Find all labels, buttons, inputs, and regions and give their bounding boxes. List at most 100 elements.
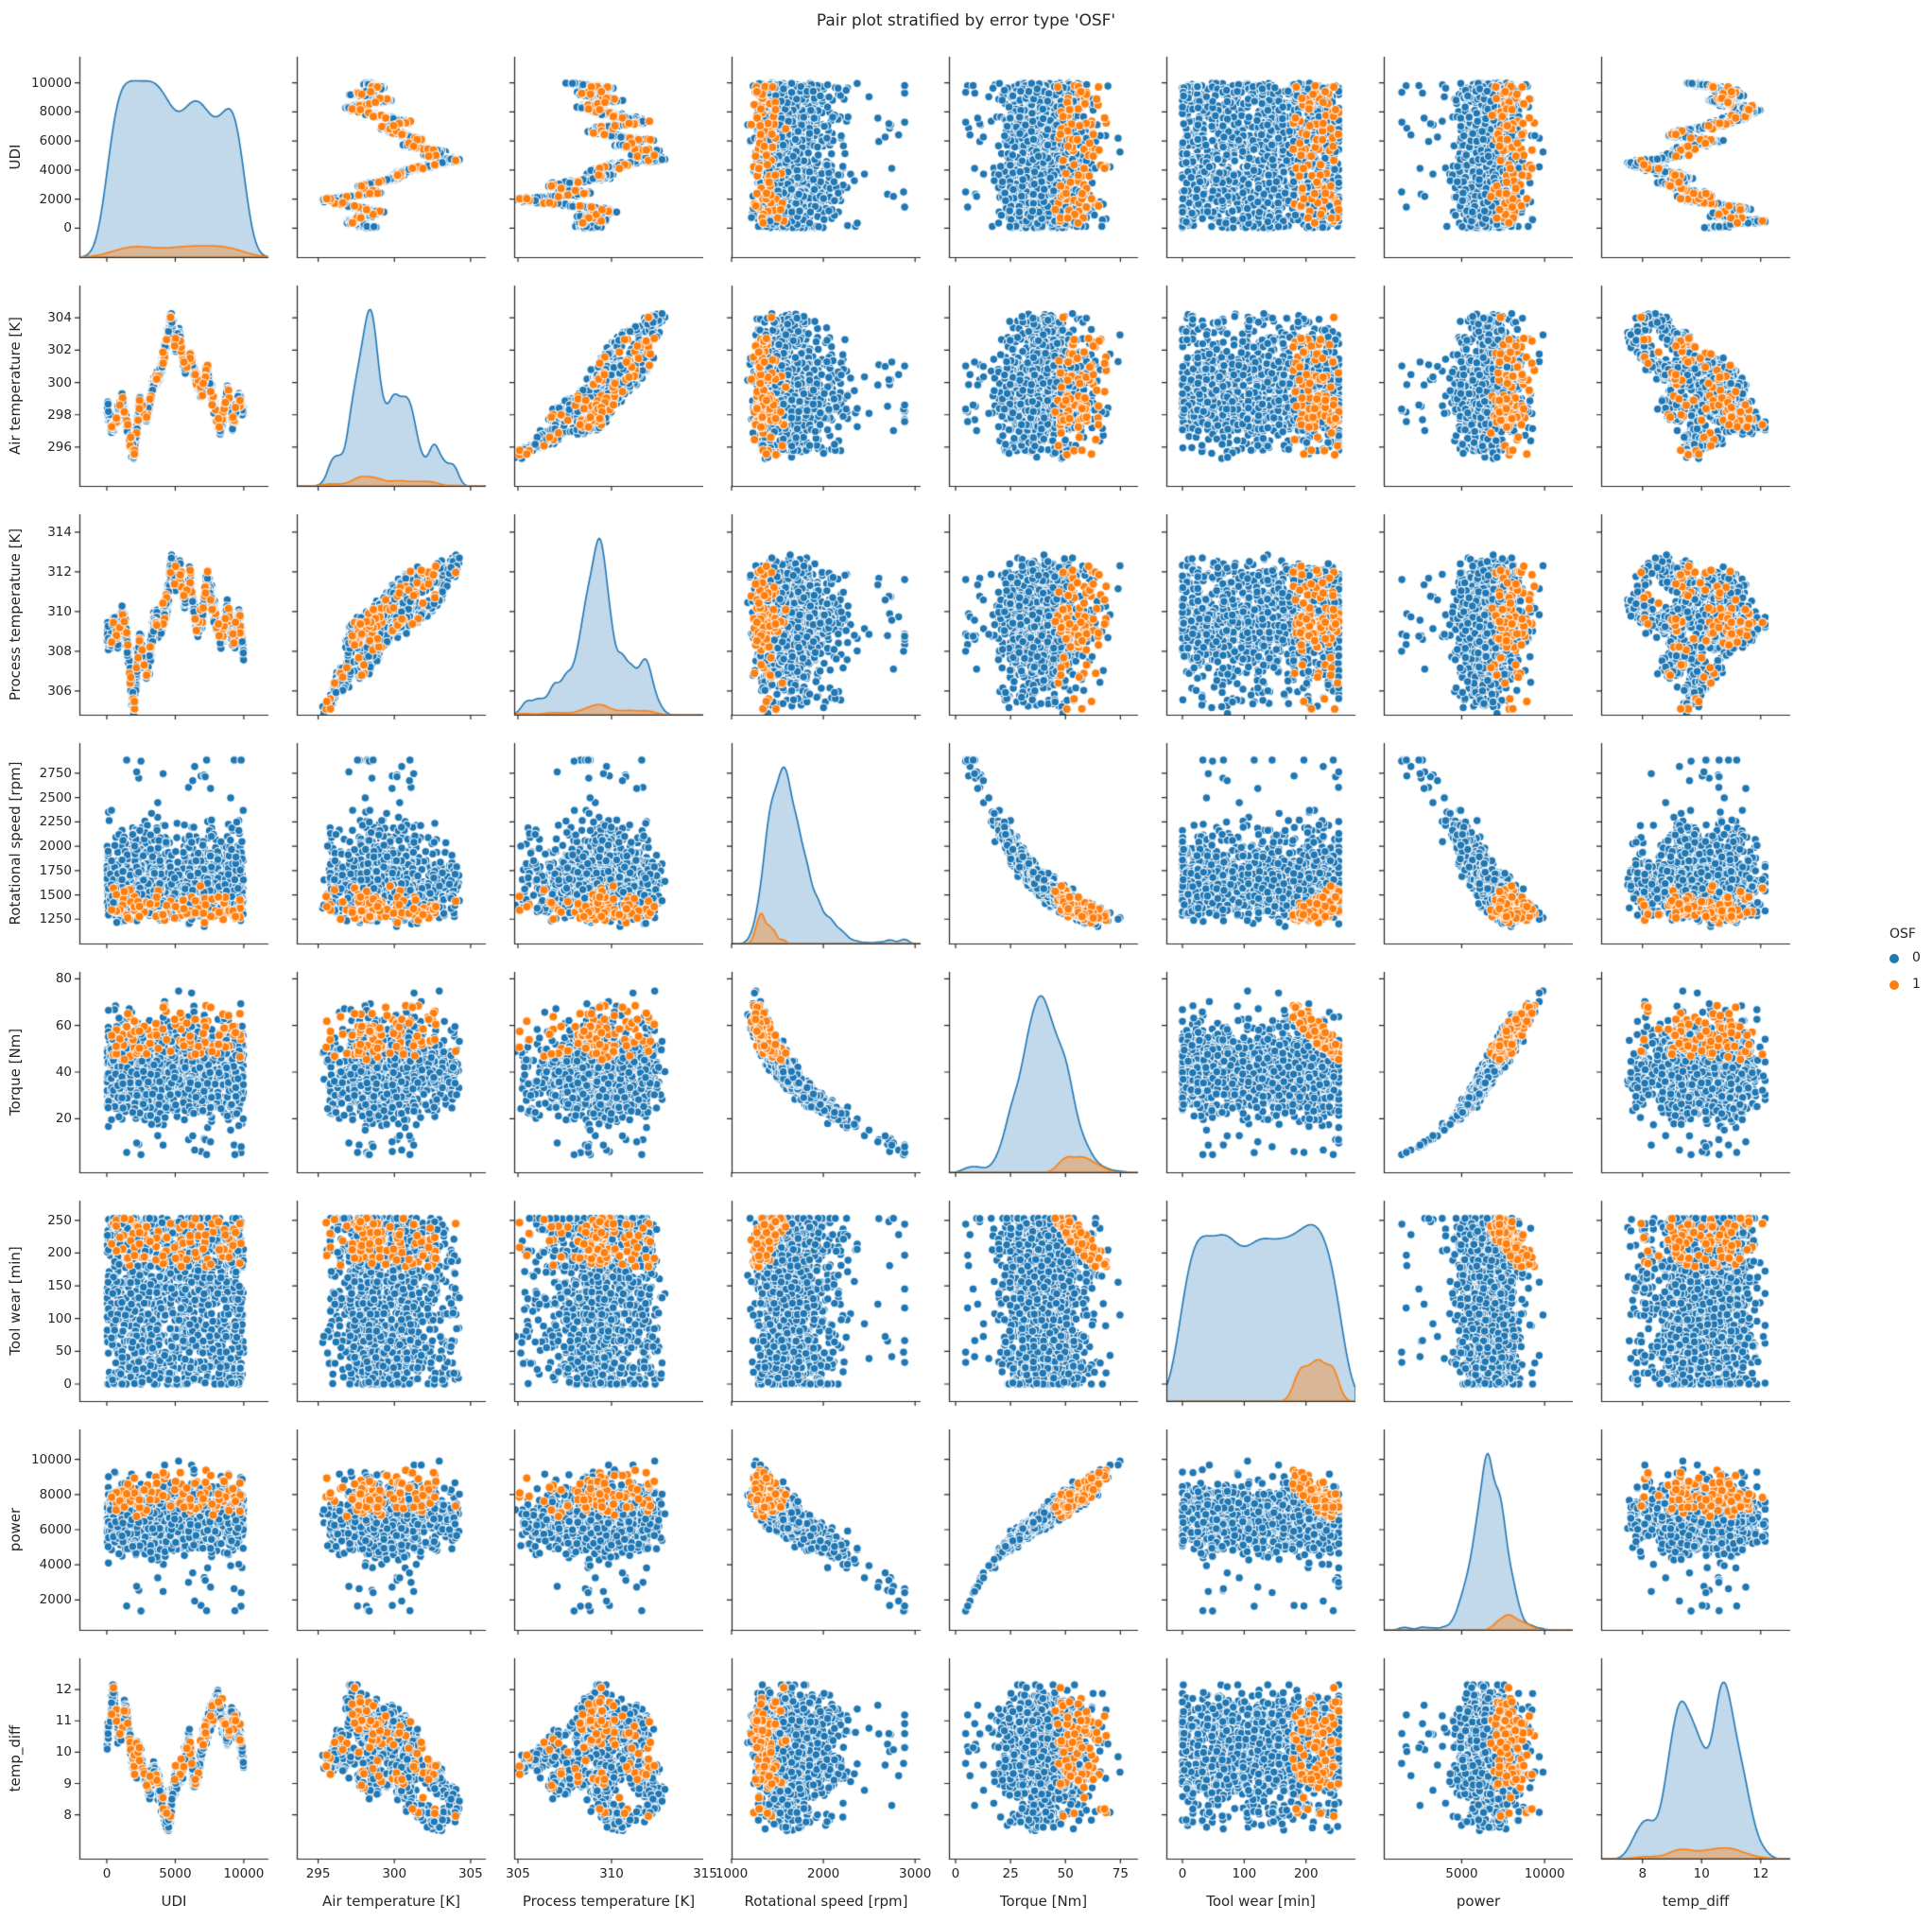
subplot-wear-vs-torque (949, 1201, 1138, 1401)
subplot-diff-vs-torque (949, 1658, 1138, 1859)
y-tick-label-wear: 150 (47, 1278, 72, 1294)
subplot-air-vs-torque (949, 286, 1138, 486)
x-axis-label-diff: temp_diff (1662, 1893, 1730, 1910)
subplot-proc-vs-speed (732, 514, 921, 715)
y-tick-label-power: 4000 (39, 1557, 72, 1573)
x-tick-label-wear: 200 (1293, 1866, 1319, 1881)
diag-kde-power (1384, 1429, 1573, 1630)
subplot-air-vs-power (1384, 286, 1573, 486)
y-tick-label-diff: 10 (55, 1744, 72, 1760)
y-tick-label-torque: 60 (55, 1017, 72, 1033)
y-tick-label-wear: 100 (47, 1310, 72, 1326)
x-tick-label-proc: 315 (693, 1866, 717, 1881)
y-tick-label-udi: 6000 (39, 133, 72, 149)
y-tick-label-torque: 80 (55, 971, 72, 987)
x-tick-label-udi: 0 (102, 1866, 112, 1881)
subplot-diff-vs-speed (732, 1658, 921, 1859)
x-axis-label-speed: Rotational speed [rpm] (744, 1893, 908, 1910)
subplot-speed-vs-proc (514, 743, 703, 944)
x-tick-label-diff: 10 (1693, 1866, 1710, 1881)
y-axis-label-air: Air temperature [K] (7, 317, 24, 455)
subplot-udi-vs-torque (949, 57, 1138, 257)
subplot-power-vs-air (297, 1429, 486, 1630)
x-tick-label-power: 10000 (1524, 1866, 1565, 1881)
y-tick-label-wear: 50 (55, 1343, 72, 1359)
x-tick-label-power: 5000 (1445, 1866, 1478, 1881)
legend-label-osf-1: 1 (1912, 977, 1921, 992)
x-tick-label-udi: 10000 (223, 1866, 265, 1881)
subplot-proc-vs-udi (79, 514, 268, 715)
subplot-torque-vs-udi (79, 972, 268, 1172)
y-tick-label-diff: 11 (55, 1713, 72, 1729)
subplot-udi-vs-diff (1601, 57, 1790, 257)
x-axis-label-torque: Torque [Nm] (999, 1893, 1088, 1910)
y-axis-label-proc: Process temperature [K] (7, 528, 24, 701)
subplot-power-vs-proc (514, 1429, 703, 1630)
y-tick-label-air: 298 (47, 407, 72, 423)
subplot-speed-vs-diff (1601, 743, 1790, 944)
subplot-power-vs-speed (732, 1429, 921, 1630)
subplot-udi-vs-air (297, 57, 486, 257)
y-tick-label-power: 6000 (39, 1522, 72, 1537)
x-tick-label-speed: 3000 (898, 1866, 932, 1881)
y-tick-label-diff: 12 (55, 1682, 72, 1698)
x-tick-label-speed: 2000 (806, 1866, 840, 1881)
y-tick-label-proc: 310 (47, 603, 72, 619)
x-tick-label-wear: 100 (1232, 1866, 1257, 1881)
subplot-diff-vs-udi (79, 1658, 268, 1859)
y-tick-label-speed: 1500 (39, 887, 72, 903)
y-tick-label-wear: 0 (63, 1376, 72, 1392)
subplot-udi-vs-proc (514, 57, 703, 257)
subplot-torque-vs-wear (1166, 972, 1355, 1172)
y-axis-label-torque: Torque [Nm] (7, 1028, 24, 1117)
diag-kde-torque (949, 972, 1138, 1172)
y-tick-label-diff: 9 (63, 1775, 72, 1792)
subplot-proc-vs-wear (1166, 514, 1355, 715)
subplot-udi-vs-power (1384, 57, 1573, 257)
x-axis-label-udi: UDI (161, 1893, 187, 1910)
subplot-wear-vs-proc (514, 1201, 703, 1401)
subplot-diff-vs-air (297, 1658, 486, 1859)
y-tick-label-proc: 306 (47, 683, 72, 699)
y-tick-label-speed: 2500 (39, 789, 72, 805)
diag-kde-diff (1601, 1658, 1790, 1859)
x-tick-label-udi: 5000 (159, 1866, 192, 1881)
subplot-air-vs-wear (1166, 286, 1355, 486)
subplot-speed-vs-udi (79, 743, 268, 944)
y-axis-label-udi: UDI (7, 144, 24, 170)
x-axis-label-power: power (1456, 1893, 1501, 1910)
subplot-power-vs-udi (79, 1429, 268, 1630)
subplot-proc-vs-air (297, 514, 486, 715)
legend-label-osf-0: 0 (1912, 950, 1921, 965)
subplot-power-vs-diff (1601, 1429, 1790, 1630)
y-tick-label-air: 296 (47, 439, 72, 455)
subplot-speed-vs-air (297, 743, 486, 944)
y-tick-label-torque: 40 (55, 1065, 72, 1080)
subplot-wear-vs-air (297, 1201, 486, 1401)
subplot-diff-vs-power (1384, 1658, 1573, 1859)
subplot-torque-vs-air (297, 972, 486, 1172)
y-tick-label-udi: 0 (63, 220, 72, 236)
y-tick-label-proc: 314 (47, 524, 72, 540)
y-tick-label-speed: 2750 (39, 765, 72, 781)
x-tick-label-torque: 50 (1057, 1866, 1074, 1881)
x-axis-label-air: Air temperature [K] (322, 1893, 460, 1910)
x-tick-label-diff: 12 (1752, 1866, 1769, 1881)
y-tick-label-air: 300 (47, 374, 72, 390)
y-tick-label-air: 302 (47, 342, 72, 358)
subplot-air-vs-speed (732, 286, 921, 486)
x-tick-label-wear: 0 (1178, 1866, 1187, 1881)
subplot-wear-vs-power (1384, 1201, 1573, 1401)
y-tick-label-proc: 312 (47, 563, 72, 580)
legend-marker-osf-1-icon (1889, 980, 1899, 990)
subplot-udi-vs-speed (732, 57, 921, 257)
subplot-proc-vs-diff (1601, 514, 1790, 715)
y-tick-label-power: 10000 (31, 1451, 72, 1467)
diag-kde-speed (732, 743, 921, 944)
y-axis-label-diff: temp_diff (7, 1724, 24, 1792)
diag-kde-wear (1166, 1201, 1355, 1401)
y-tick-label-udi: 8000 (39, 104, 72, 120)
y-tick-label-udi: 10000 (31, 75, 72, 91)
subplot-wear-vs-udi (79, 1201, 268, 1401)
